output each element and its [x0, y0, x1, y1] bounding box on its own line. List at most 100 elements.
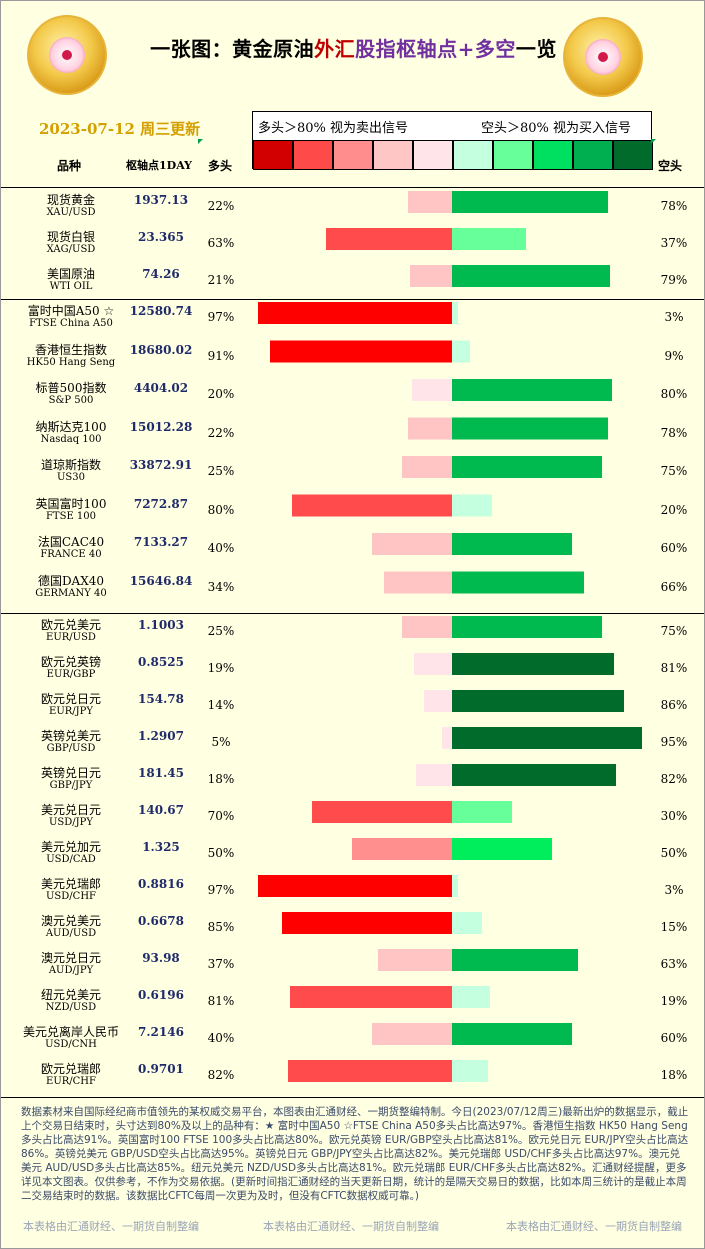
- group-separator: [1, 613, 704, 614]
- long-bar: [410, 265, 452, 287]
- row-code: USD/JPY: [48, 817, 93, 828]
- legend-swatch: [293, 140, 333, 170]
- row-pivot: 93.98: [142, 951, 180, 965]
- watermark: 本表格由汇通财经、一期货自制整编: [23, 1220, 199, 1233]
- short-bar: [452, 265, 610, 287]
- row-pivot: 4404.02: [133, 381, 189, 395]
- short-bar: [452, 949, 578, 971]
- legend-swatch: [413, 140, 453, 170]
- row-name: 英国富时100: [35, 496, 107, 511]
- short-bar: [452, 417, 608, 440]
- row-code: USD/CHF: [46, 891, 96, 902]
- row-long-pct: 14%: [207, 698, 235, 712]
- row-code: AUD/JPY: [48, 965, 94, 976]
- row-short-pct: 20%: [660, 502, 688, 517]
- row-long-pct: 22%: [207, 199, 235, 213]
- footer-note: 数据素材来自国际经纪商市值领先的某权威交易平台，本图表由汇通财经、一期货整编特制…: [21, 1106, 689, 1202]
- row-code: GERMANY 40: [35, 587, 107, 599]
- short-bar: [452, 986, 490, 1008]
- long-bar: [326, 228, 452, 250]
- row-pivot: 15012.28: [129, 419, 193, 434]
- row-long-pct: 80%: [207, 502, 235, 517]
- row-code: FRANCE 40: [40, 549, 102, 560]
- row-code: EUR/GBP: [46, 669, 96, 680]
- row-name: 德国DAX40: [37, 573, 105, 588]
- row-pivot: 74.26: [142, 267, 180, 281]
- long-bar: [372, 1023, 452, 1045]
- row-long-pct: 63%: [207, 236, 235, 250]
- long-bar: [402, 456, 452, 478]
- row-code: XAG/USD: [46, 244, 96, 255]
- short-bar: [452, 379, 612, 401]
- row-long-pct: 70%: [207, 809, 235, 823]
- row-code: WTI OIL: [49, 281, 93, 292]
- right-logo-icon: [563, 17, 643, 97]
- watermark: 本表格由汇通财经、一期货自制整编: [506, 1220, 682, 1233]
- legend-swatch: [333, 140, 373, 170]
- long-bar: [270, 340, 452, 363]
- row-pivot: 1.325: [142, 840, 180, 854]
- page-title: 一张图：黄金原油外汇股指枢轴点+多空一览: [150, 37, 557, 61]
- row-name: 香港恒生指数: [34, 342, 107, 357]
- short-bar: [452, 228, 526, 250]
- header-long: 多头: [208, 159, 233, 173]
- row-short-pct: 3%: [664, 310, 684, 324]
- row-short-pct: 66%: [660, 579, 688, 594]
- short-bar: [452, 456, 602, 478]
- left-logo-icon: [27, 15, 107, 95]
- row-short-pct: 80%: [660, 387, 688, 401]
- row-pivot: 7.2146: [138, 1025, 184, 1039]
- long-bar: [292, 494, 452, 517]
- row-name: 美元兑加元: [40, 840, 101, 854]
- short-bar: [452, 494, 492, 517]
- short-bar: [452, 801, 512, 823]
- row-code: FTSE 100: [45, 510, 97, 522]
- short-bar: [452, 302, 458, 324]
- long-bar: [258, 875, 452, 897]
- row-pivot: 0.6196: [138, 988, 184, 1002]
- row-name: 美国原油: [46, 267, 95, 281]
- row-short-pct: 19%: [660, 994, 688, 1008]
- row-name: 欧元兑英镑: [40, 655, 101, 669]
- row-long-pct: 20%: [207, 387, 235, 401]
- row-long-pct: 34%: [207, 579, 235, 594]
- short-bar: [452, 727, 642, 749]
- row-long-pct: 82%: [207, 1068, 235, 1082]
- row-name: 英镑兑日元: [40, 766, 101, 780]
- row-pivot: 154.78: [138, 692, 184, 706]
- row-name: 纽元兑美元: [40, 988, 101, 1002]
- row-pivot: 0.8816: [138, 877, 184, 891]
- row-long-pct: 22%: [207, 425, 235, 440]
- long-bar: [352, 838, 452, 860]
- row-short-pct: 63%: [660, 957, 688, 971]
- legend-swatch: [573, 140, 613, 170]
- row-long-pct: 18%: [207, 772, 235, 786]
- row-long-pct: 19%: [207, 661, 235, 675]
- row-long-pct: 97%: [207, 883, 235, 897]
- row-name: 现货黄金: [46, 193, 95, 207]
- row-short-pct: 9%: [664, 348, 684, 363]
- row-code: HK50 Hang Seng: [26, 356, 116, 368]
- row-long-pct: 81%: [207, 994, 235, 1008]
- long-bar: [378, 949, 452, 971]
- row-long-pct: 25%: [207, 464, 235, 478]
- row-pivot: 140.67: [138, 803, 184, 817]
- short-bar: [452, 1060, 488, 1082]
- row-name: 道琼斯指数: [40, 458, 101, 472]
- row-long-pct: 40%: [207, 1031, 235, 1045]
- row-short-pct: 78%: [660, 425, 688, 440]
- row-name: 欧元兑美元: [40, 618, 101, 632]
- row-long-pct: 97%: [207, 310, 235, 324]
- row-code: Nasdaq 100: [40, 433, 102, 445]
- row-short-pct: 3%: [664, 883, 684, 897]
- row-name: 欧元兑日元: [40, 692, 101, 706]
- short-bar: [452, 533, 572, 555]
- legend-swatch: [613, 140, 653, 170]
- row-pivot: 0.8525: [138, 655, 184, 669]
- header-product: 品种: [57, 159, 82, 173]
- short-bar: [452, 1023, 572, 1045]
- footer-separator: [1, 1097, 704, 1098]
- row-long-pct: 50%: [207, 846, 235, 860]
- watermark: 本表格由汇通财经、一期货自制整编: [263, 1220, 439, 1233]
- long-bar: [414, 653, 452, 675]
